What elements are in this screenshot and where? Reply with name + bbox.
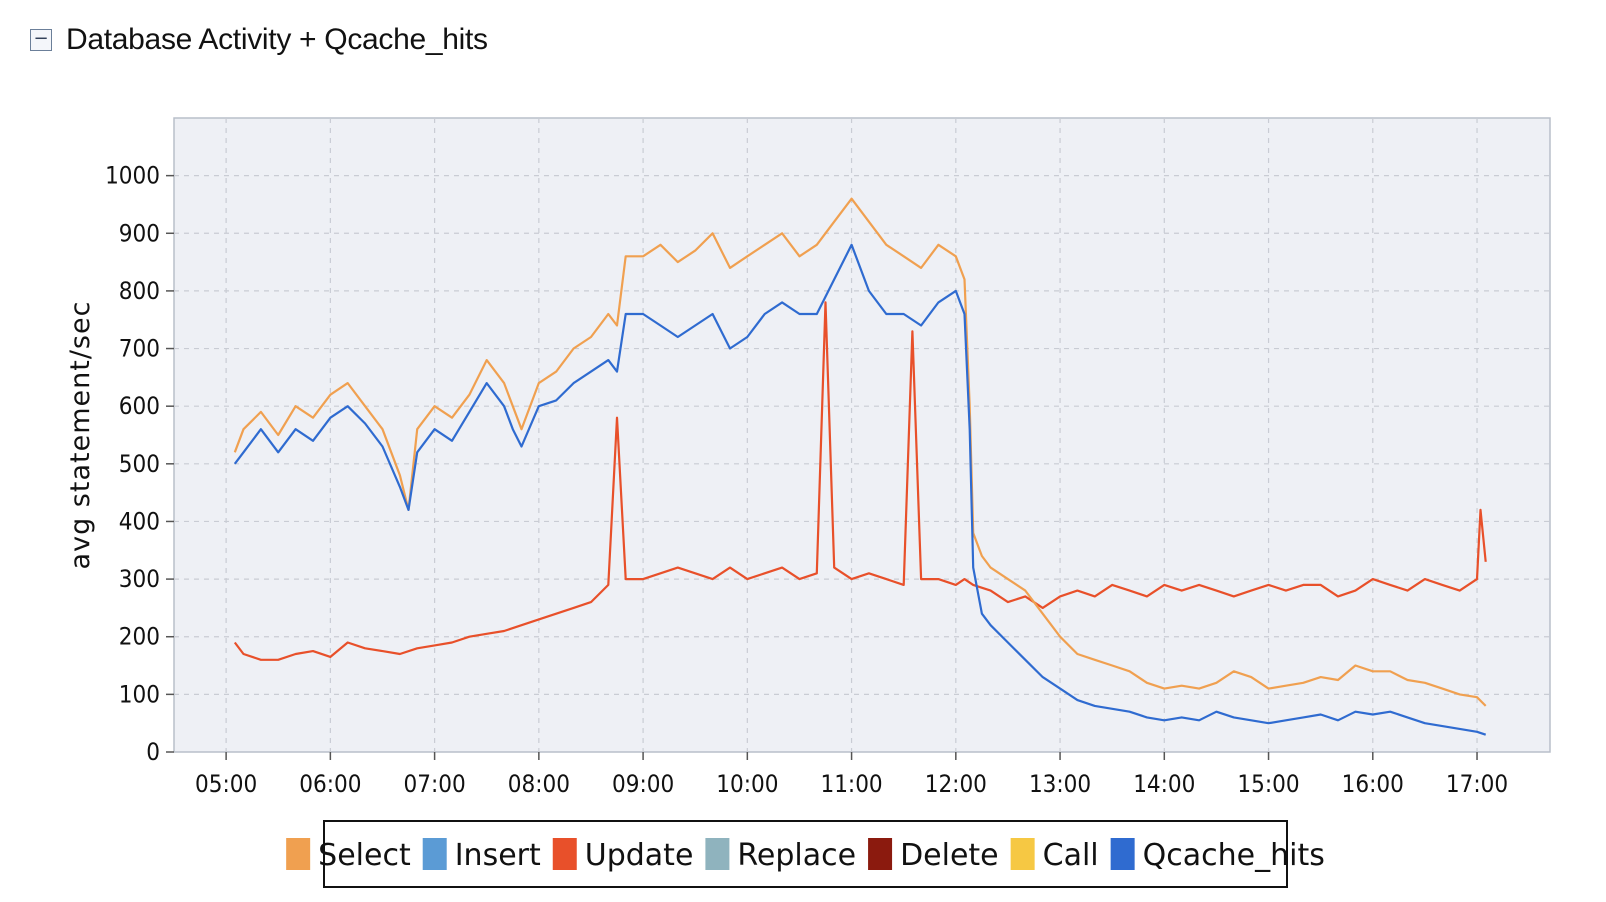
y-tick-label: 400 [119,507,160,535]
y-tick-label: 800 [119,277,160,305]
x-tick-label: 17:00 [1446,770,1508,798]
legend-swatch-delete [868,838,893,870]
legend-label-qcache-hits: Qcache_hits [1143,838,1325,873]
x-tick-label: 16:00 [1342,770,1404,798]
legend-label-insert: Insert [455,838,541,873]
x-tick-label: 15:00 [1237,770,1299,798]
y-tick-label: 600 [119,392,160,420]
panel-title: Database Activity + Qcache_hits [66,23,488,56]
x-tick-label: 07:00 [403,770,465,798]
legend-swatch-update [552,838,577,870]
x-tick-label: 12:00 [925,770,987,798]
x-tick-label: 05:00 [195,770,257,798]
legend-swatch-select [286,838,311,870]
x-tick-label: 08:00 [508,770,570,798]
x-tick-label: 09:00 [612,770,674,798]
series-line-update [233,301,1487,661]
plot-area [173,117,1551,753]
y-tick-label: 0 [146,738,160,766]
legend: Select Insert Update Replace Delete Call Qcach… [286,820,1325,888]
legend-label-select: Select [318,838,411,873]
legend-swatch-insert [422,838,447,870]
y-tick-label: 1000 [105,162,160,190]
legend-swatch-qcache-hits [1110,838,1135,870]
y-tick-label: 700 [119,335,160,363]
minus-icon: − [33,28,49,49]
y-tick-label: 300 [119,565,160,593]
y-axis: 0 100 200 300 400 500 600 700 800 900 1000 [105,162,174,766]
legend-label-call: Call [1043,838,1099,873]
y-tick-label: 500 [119,450,160,478]
series-lines [233,197,1487,736]
x-axis: 05:00 06:00 07:00 08:00 09:00 10:00 11:00 12:00… [195,752,1508,798]
x-tick-label: 14:00 [1133,770,1195,798]
legend-label-update: Update [585,838,694,873]
y-tick-label: 900 [119,219,160,247]
series-line-qcache-hits [233,243,1487,736]
legend-swatch-call [1010,838,1035,870]
series-line-select [233,197,1487,707]
x-tick-label: 13:00 [1029,770,1091,798]
y-axis-label: avg statement/sec [65,301,96,570]
legend-swatch-replace [705,838,730,870]
collapse-toggle-button[interactable]: − [30,29,52,51]
y-tick-label: 200 [119,623,160,651]
legend-label-delete: Delete [900,838,999,873]
legend-label-replace: Replace [737,838,856,873]
panel-header: − Database Activity + Qcache_hits [30,22,488,58]
x-tick-label: 11:00 [820,770,882,798]
x-tick-label: 10:00 [716,770,778,798]
y-tick-label: 100 [119,680,160,708]
x-tick-label: 06:00 [299,770,361,798]
